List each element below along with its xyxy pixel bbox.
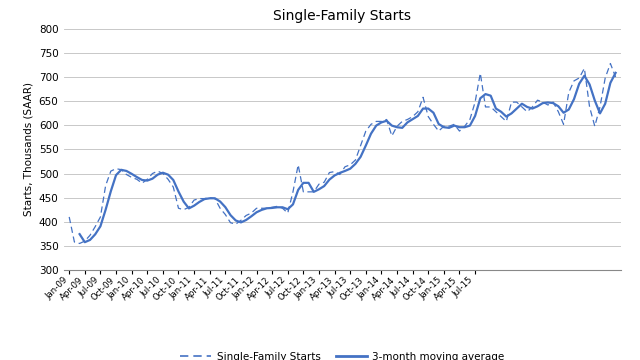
- Title: Single-Family Starts: Single-Family Starts: [273, 9, 412, 23]
- Y-axis label: Starts, Thousands (SAAR): Starts, Thousands (SAAR): [23, 82, 33, 216]
- Legend: Single-Family Starts, 3-month moving average: Single-Family Starts, 3-month moving ave…: [176, 348, 509, 360]
